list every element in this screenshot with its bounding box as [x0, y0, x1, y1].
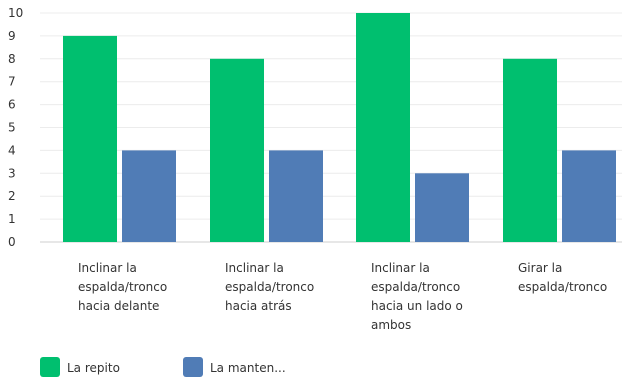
bar-la-manten-1[interactable]	[269, 150, 323, 242]
bar-la-manten-2[interactable]	[415, 173, 469, 242]
legend-swatch	[183, 357, 203, 377]
y-tick-label: 2	[8, 189, 16, 203]
bars	[63, 13, 616, 243]
bar-la-repito-0[interactable]	[63, 35, 117, 243]
legend: La repito La manten...	[40, 357, 286, 377]
x-category-label: Inclinar la	[225, 261, 284, 275]
x-category-label: espalda/tronco	[78, 280, 167, 294]
x-category-label: espalda/tronco	[518, 280, 607, 294]
x-category-label: Girar la	[518, 261, 562, 275]
y-tick-label: 5	[8, 121, 16, 135]
y-tick-label: 9	[8, 29, 16, 43]
bar-la-manten-0[interactable]	[122, 150, 176, 242]
y-tick-label: 6	[8, 98, 16, 112]
y-tick-label: 0	[8, 235, 16, 249]
legend-label: La repito	[67, 361, 120, 375]
y-tick-label: 3	[8, 166, 16, 180]
x-category-label: hacia delante	[78, 299, 159, 313]
bar-la-repito-1[interactable]	[210, 58, 264, 242]
y-tick-label: 7	[8, 75, 16, 89]
y-tick-label: 10	[8, 6, 23, 20]
x-category-label: Inclinar la	[78, 261, 137, 275]
y-tick-label: 1	[8, 212, 16, 226]
x-category-label: espalda/tronco	[371, 280, 460, 294]
y-axis-ticks: 0 1 2 3 4 5 6 7 8 9 10	[8, 6, 23, 249]
bar-la-manten-3[interactable]	[562, 150, 616, 242]
x-axis-labels: Inclinar la espalda/tronco hacia delante In…	[78, 261, 607, 332]
x-category-label: espalda/tronco	[225, 280, 314, 294]
y-tick-label: 8	[8, 52, 16, 66]
x-category-label: ambos	[371, 318, 411, 332]
x-category-label: hacia atrás	[225, 299, 292, 313]
legend-swatch	[40, 357, 60, 377]
y-tick-label: 4	[8, 143, 16, 157]
x-category-label: hacia un lado o	[371, 299, 463, 313]
bar-la-repito-3[interactable]	[503, 58, 557, 242]
bar-la-repito-2[interactable]	[356, 13, 410, 242]
x-category-label: Inclinar la	[371, 261, 430, 275]
legend-label: La manten...	[210, 361, 286, 375]
